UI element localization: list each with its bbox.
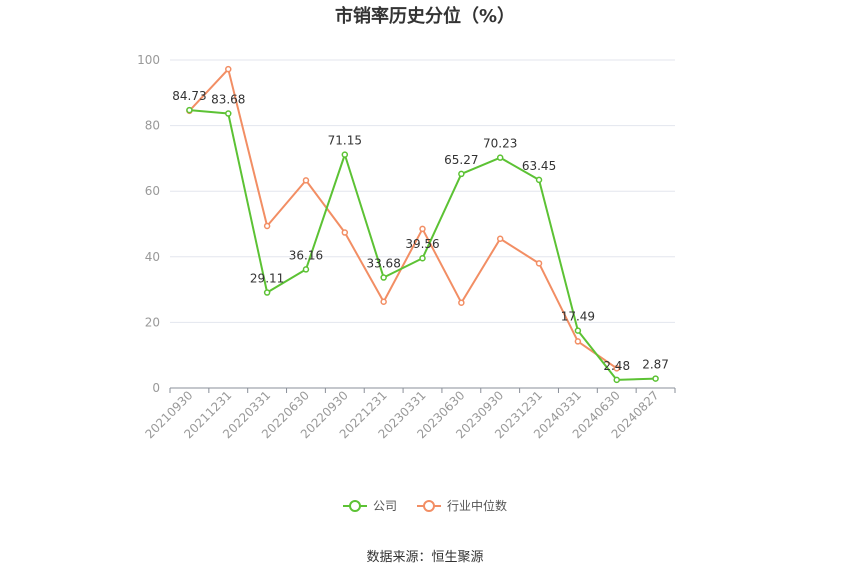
company-data-label: 65.27 [444, 153, 478, 167]
legend-label-industry-median: 行业中位数 [447, 499, 508, 513]
company-data-point [613, 376, 620, 384]
company-data-point [574, 327, 582, 334]
legend-item-industry-median[interactable]: 行业中位数 [417, 497, 507, 514]
legend: 公司 行业中位数 [0, 497, 850, 514]
company-data-label: 29.11 [250, 272, 284, 286]
company-data-label: 36.16 [289, 248, 323, 262]
company-data-label: 83.68 [211, 93, 245, 107]
company-data-point [302, 266, 310, 273]
chart-title: 市销率历史分位（%） [334, 6, 516, 27]
company-data-point [535, 176, 543, 184]
company-data-point [496, 154, 504, 161]
industry-median-data-point [341, 229, 349, 236]
company-data-label: 84.73 [172, 89, 206, 103]
company-data-point [225, 110, 232, 117]
y-tick-label: 80 [145, 119, 160, 133]
company-data-label: 17.49 [561, 310, 595, 324]
industry-median-data-point [225, 65, 232, 73]
label-layer: 84.73 83.68 29.11 36.16 71.15 33.68 39.56 65.27… [172, 89, 669, 373]
data-source-note: 数据来源：恒生聚源 [366, 550, 484, 565]
company-data-point [341, 151, 349, 158]
company-data-point [186, 106, 193, 114]
company-data-label: 33.68 [366, 257, 400, 271]
series-layer [186, 65, 659, 384]
y-tick-label: 20 [145, 315, 160, 329]
company-data-point [263, 289, 271, 296]
company-line-swatch-icon [342, 499, 367, 513]
line-chart: 0204060801002021093020211231202203312022… [137, 53, 676, 441]
industry-median-data-point [458, 299, 465, 306]
company-data-point [380, 274, 387, 281]
company-data-label: 2.48 [603, 359, 630, 373]
company-data-label: 71.15 [328, 134, 362, 148]
company-data-point [652, 375, 659, 382]
y-tick-label: 40 [145, 250, 160, 264]
company-data-label: 63.45 [522, 159, 556, 173]
y-tick-label: 0 [152, 381, 160, 395]
industry-median-data-point [496, 235, 504, 243]
industry-median-data-point [535, 260, 543, 267]
y-tick-label: 60 [145, 184, 160, 198]
company-data-point [419, 254, 426, 262]
company-data-label: 70.23 [483, 137, 517, 151]
company-data-label: 2.87 [642, 358, 669, 372]
legend-item-company[interactable]: 公司 [342, 497, 397, 514]
industry-line-swatch-icon [417, 499, 441, 513]
company-data-point [458, 170, 465, 178]
industry-median-series-line [188, 68, 618, 370]
industry-median-data-point [574, 338, 582, 345]
legend-label-company: 公司 [372, 499, 397, 513]
y-tick-label: 100 [137, 53, 160, 67]
industry-median-data-point [380, 298, 387, 305]
industry-median-data-point [613, 365, 620, 372]
company-data-label: 39.56 [405, 237, 439, 251]
industry-median-data-point [302, 177, 310, 184]
industry-median-data-point [263, 222, 271, 230]
industry-median-data-point [419, 225, 426, 233]
